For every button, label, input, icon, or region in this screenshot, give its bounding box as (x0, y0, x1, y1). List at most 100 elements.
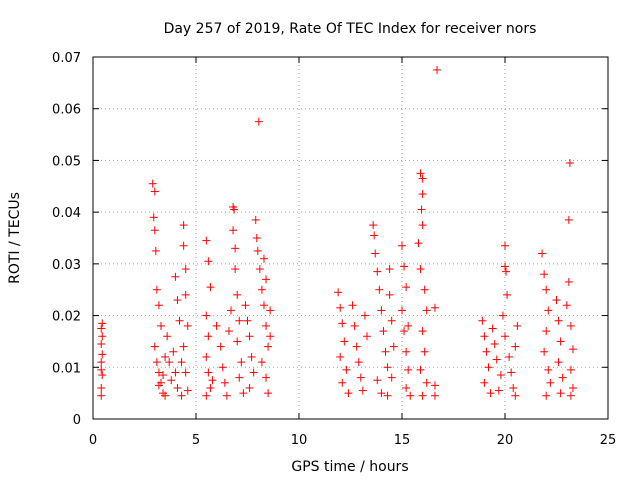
data-point (183, 321, 192, 330)
data-point (511, 391, 520, 400)
data-point (161, 352, 170, 361)
y-tick-labels: 0 0.01 0.02 0.03 0.04 0.05 0.06 0.07 (52, 51, 81, 428)
data-point (496, 371, 505, 380)
data-point (354, 358, 363, 367)
data-point (564, 277, 573, 286)
data-point (402, 347, 411, 356)
data-point (373, 376, 382, 385)
data-point (216, 342, 225, 351)
data-point (430, 381, 439, 390)
data-point (482, 347, 491, 356)
y-tick-label: 0.02 (52, 310, 81, 325)
data-point (350, 321, 359, 330)
data-point (150, 226, 159, 235)
data-point (254, 117, 263, 126)
data-point (179, 221, 188, 230)
data-point (156, 321, 165, 330)
data-point (233, 290, 242, 299)
data-point (227, 306, 236, 315)
data-point (97, 391, 106, 400)
data-point (239, 389, 248, 398)
x-tick-labels: 0 5 10 15 20 25 (89, 433, 616, 448)
data-point (430, 391, 439, 400)
data-point (340, 337, 349, 346)
data-point (150, 187, 159, 196)
data-point (538, 249, 547, 258)
data-point (492, 355, 501, 364)
data-point (202, 311, 211, 320)
data-point (154, 301, 163, 310)
data-point (251, 215, 260, 224)
data-point (241, 301, 250, 310)
data-point (233, 337, 242, 346)
data-point (402, 283, 411, 292)
data-point (568, 345, 577, 354)
data-point (420, 347, 429, 356)
data-point (97, 383, 106, 392)
data-point (556, 389, 565, 398)
data-point (488, 324, 497, 333)
data-point (245, 332, 254, 341)
data-point (163, 332, 172, 341)
data-point (402, 383, 411, 392)
data-point (480, 378, 489, 387)
data-point (422, 378, 431, 387)
data-point (417, 205, 426, 214)
x-axis-label: GPS time / hours (291, 459, 408, 475)
data-point (204, 257, 213, 266)
data-point (231, 244, 240, 253)
data-point (257, 285, 266, 294)
x-tick-label: 15 (394, 433, 411, 448)
data-point (237, 358, 246, 367)
data-point (373, 267, 382, 276)
data-point (554, 358, 563, 367)
data-point (564, 215, 573, 224)
data-point (206, 383, 215, 392)
data-point (98, 350, 107, 359)
data-point (542, 285, 551, 294)
chart-title: Day 257 of 2019, Rate Of TEC Index for r… (164, 21, 537, 37)
data-point (208, 376, 217, 385)
data-point (398, 306, 406, 315)
data-point (266, 332, 275, 341)
data-point (183, 386, 192, 395)
data-point (422, 306, 431, 315)
data-point (418, 190, 427, 199)
data-point (149, 213, 158, 222)
data-point (552, 296, 561, 305)
data-point (371, 249, 380, 258)
data-point (348, 301, 357, 310)
data-point (568, 383, 577, 392)
data-point (389, 342, 398, 351)
data-point (179, 342, 188, 351)
data-point (509, 383, 518, 392)
data-point (204, 332, 213, 341)
data-point (154, 381, 163, 390)
y-tick-label: 0 (73, 413, 81, 428)
data-point (179, 241, 188, 250)
data-point (546, 378, 555, 387)
x-tick-label: 5 (192, 433, 200, 448)
data-point (202, 352, 211, 361)
data-point (501, 241, 509, 250)
data-point (152, 358, 161, 367)
data-point (202, 391, 211, 400)
data-point (98, 319, 107, 328)
data-point (253, 246, 262, 255)
data-point (206, 283, 215, 292)
x-tick-label: 10 (291, 433, 308, 448)
y-tick-label: 0.06 (52, 103, 81, 118)
data-point (171, 368, 180, 377)
data-point (404, 365, 413, 374)
data-point (338, 378, 347, 387)
data-point (266, 306, 275, 315)
data-point (566, 365, 575, 374)
data-point (181, 290, 190, 299)
x-tick-label: 0 (89, 433, 97, 448)
data-point (259, 301, 268, 310)
data-point (404, 321, 413, 330)
data-point (262, 373, 271, 382)
data-point (505, 352, 514, 361)
data-point (362, 332, 371, 341)
data-point (387, 316, 396, 325)
